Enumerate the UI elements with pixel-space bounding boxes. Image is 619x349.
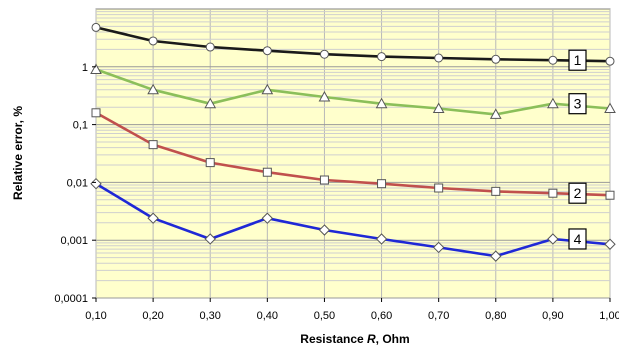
y-tick-label: 1 [82,62,88,74]
y-tick-label: 0,001 [60,235,88,247]
series-layer [90,22,616,262]
data-point [605,56,615,66]
x-tick-label: 0,80 [485,310,506,322]
data-point [148,36,158,46]
series-3 [90,63,616,119]
plot-area [95,8,611,299]
data-point [205,42,215,52]
x-axis-ticks: 0,10 0,20 0,30 0,40 0,50 0,60 0,70 0,80 0,90 1,00 [85,298,619,322]
data-point [377,52,387,62]
series-line-1 [95,26,611,63]
data-point [432,241,445,254]
y-tick-label: 0,0001 [54,293,88,305]
data-point [319,175,329,185]
data-point [547,97,559,109]
series-2 [91,108,615,200]
data-point [204,97,217,109]
x-tick-label: 0,60 [371,310,392,322]
series-label-text: 3 [574,96,582,112]
series-labels: 1 3 2 4 [568,49,587,250]
x-tick-label: 0,40 [257,310,278,322]
x-tick-label: 0,50 [314,310,335,322]
data-point [434,183,444,193]
data-point [262,167,272,177]
data-point [205,158,215,168]
series-label-text: 1 [574,52,582,68]
x-tick-label: 0,10 [85,310,106,322]
data-point [491,186,501,196]
data-point [318,224,331,236]
data-point [432,102,445,113]
series-line-4 [95,182,611,258]
series-4 [90,177,616,262]
data-point [261,212,274,224]
data-point [261,83,274,95]
data-point [548,188,558,198]
series-label-box [568,93,587,115]
data-point [604,238,616,250]
data-point [147,83,159,95]
data-point [319,49,329,59]
y-axis-title: Relative error, % [11,106,25,200]
x-tick-label: 0,20 [142,310,163,322]
data-point [434,53,444,63]
data-point [489,108,502,119]
series-label-box [568,49,587,71]
y-axis-ticks: 0,0001 0,001 0,01 0,1 1 [54,62,96,305]
data-point [604,102,616,113]
series-label-text: 2 [574,185,582,201]
data-point [490,250,502,262]
data-point [375,97,388,109]
data-point [375,233,388,245]
x-tick-label: 0,90 [542,310,563,322]
series-label-text: 4 [574,231,582,247]
series-label-box [568,182,587,204]
data-point [91,108,101,118]
data-point [547,233,559,245]
data-point [318,90,331,102]
data-point [491,54,501,64]
y-tick-label: 0,01 [67,177,88,189]
data-point [548,55,558,65]
series-line-3 [95,68,611,116]
series-line-2 [95,111,611,197]
data-point [90,63,102,74]
data-point [262,46,272,56]
data-point [91,22,101,32]
data-point [148,140,158,150]
data-point [377,179,387,189]
x-tick-label: 0,30 [200,310,221,322]
y-tick-label: 0,1 [73,120,88,132]
data-point [204,233,216,245]
x-tick-label: 0,70 [428,310,449,322]
data-point [605,190,615,200]
x-tick-label: 1,00 [599,310,619,322]
data-point [147,212,159,224]
series-label-box [568,228,587,250]
series-1 [91,22,615,66]
x-axis-title: Resistance R, Ohm [300,332,409,346]
